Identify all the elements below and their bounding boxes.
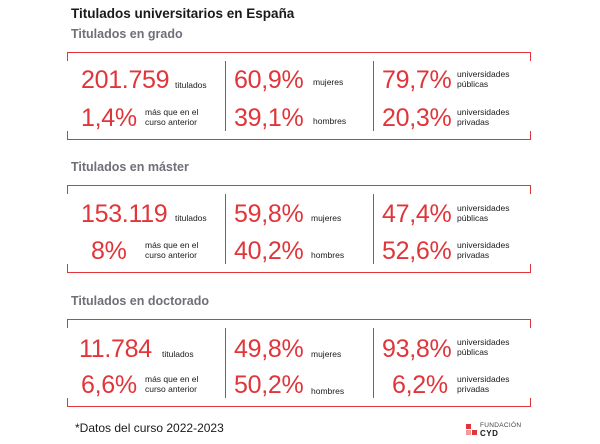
stat-variation-value: 8% [91, 237, 127, 265]
logo-mark-icon [466, 424, 477, 435]
column-divider [373, 61, 374, 131]
column-divider [225, 328, 226, 398]
stat-variation-label: más que en el curso anterior [145, 240, 199, 260]
footnote: *Datos del curso 2022-2023 [75, 421, 224, 435]
section-heading-master: Titulados en máster [71, 160, 189, 174]
stat-variation-value: 1,4% [81, 104, 137, 132]
column-divider [373, 328, 374, 398]
column-divider [225, 194, 226, 264]
stat-mujeres-label: mujeres [311, 213, 342, 223]
section-heading-doctorado: Titulados en doctorado [71, 294, 209, 308]
page-title: Titulados universitarios en España [71, 6, 295, 21]
stat-hombres-value: 50,2% [234, 371, 304, 399]
logo-line-1: FUNDACIÓN [480, 422, 522, 429]
stats-box-grado: 201.759 titulados 1,4% más que en el cur… [67, 52, 531, 140]
stat-variation-label: más que en el curso anterior [145, 107, 199, 127]
stat-privadas-label: universidades privadas [457, 374, 510, 394]
logo-line-2: CYD [480, 429, 499, 438]
stat-privadas-label: universidades privadas [457, 107, 510, 127]
stat-hombres-label: hombres [311, 386, 345, 396]
stat-hombres-label: hombres [313, 116, 347, 126]
stat-publicas-value: 93,8% [382, 335, 452, 363]
stat-hombres-label: hombres [311, 250, 345, 260]
stat-mujeres-label: mujeres [311, 349, 342, 359]
stat-privadas-label: universidades privadas [457, 240, 510, 260]
stat-titulados-label: titulados [162, 349, 194, 359]
column-divider [225, 61, 226, 131]
stat-mujeres-label: mujeres [313, 77, 344, 87]
stat-titulados-value: 153.119 [81, 200, 168, 228]
stat-titulados-label: titulados [175, 80, 207, 90]
stat-privadas-value: 52,6% [382, 237, 452, 265]
section-heading-grado: Titulados en grado [71, 27, 183, 41]
stat-hombres-value: 40,2% [234, 237, 304, 265]
stat-titulados-label: titulados [175, 213, 207, 223]
stat-variation-label: más que en el curso anterior [145, 374, 199, 394]
stat-variation-value: 6,6% [81, 371, 137, 399]
stat-titulados-value: 201.759 [81, 66, 170, 94]
stats-box-doctorado: 11.784 titulados 6,6% más que en el curs… [67, 319, 531, 407]
stat-privadas-value: 6,2% [392, 371, 448, 399]
stat-hombres-value: 39,1% [234, 104, 304, 132]
column-divider [373, 194, 374, 264]
stat-publicas-label: universidades públicas [457, 203, 510, 223]
stat-privadas-value: 20,3% [382, 104, 452, 132]
stat-publicas-label: universidades públicas [457, 337, 510, 357]
stat-mujeres-value: 60,9% [234, 66, 304, 94]
stat-publicas-label: universidades públicas [457, 69, 510, 89]
stat-publicas-value: 47,4% [382, 200, 452, 228]
stat-titulados-value: 11.784 [79, 335, 152, 363]
stat-mujeres-value: 59,8% [234, 200, 304, 228]
stat-mujeres-value: 49,8% [234, 335, 304, 363]
stats-box-master: 153.119 titulados 8% más que en el curso… [67, 185, 531, 273]
stat-publicas-value: 79,7% [382, 66, 452, 94]
